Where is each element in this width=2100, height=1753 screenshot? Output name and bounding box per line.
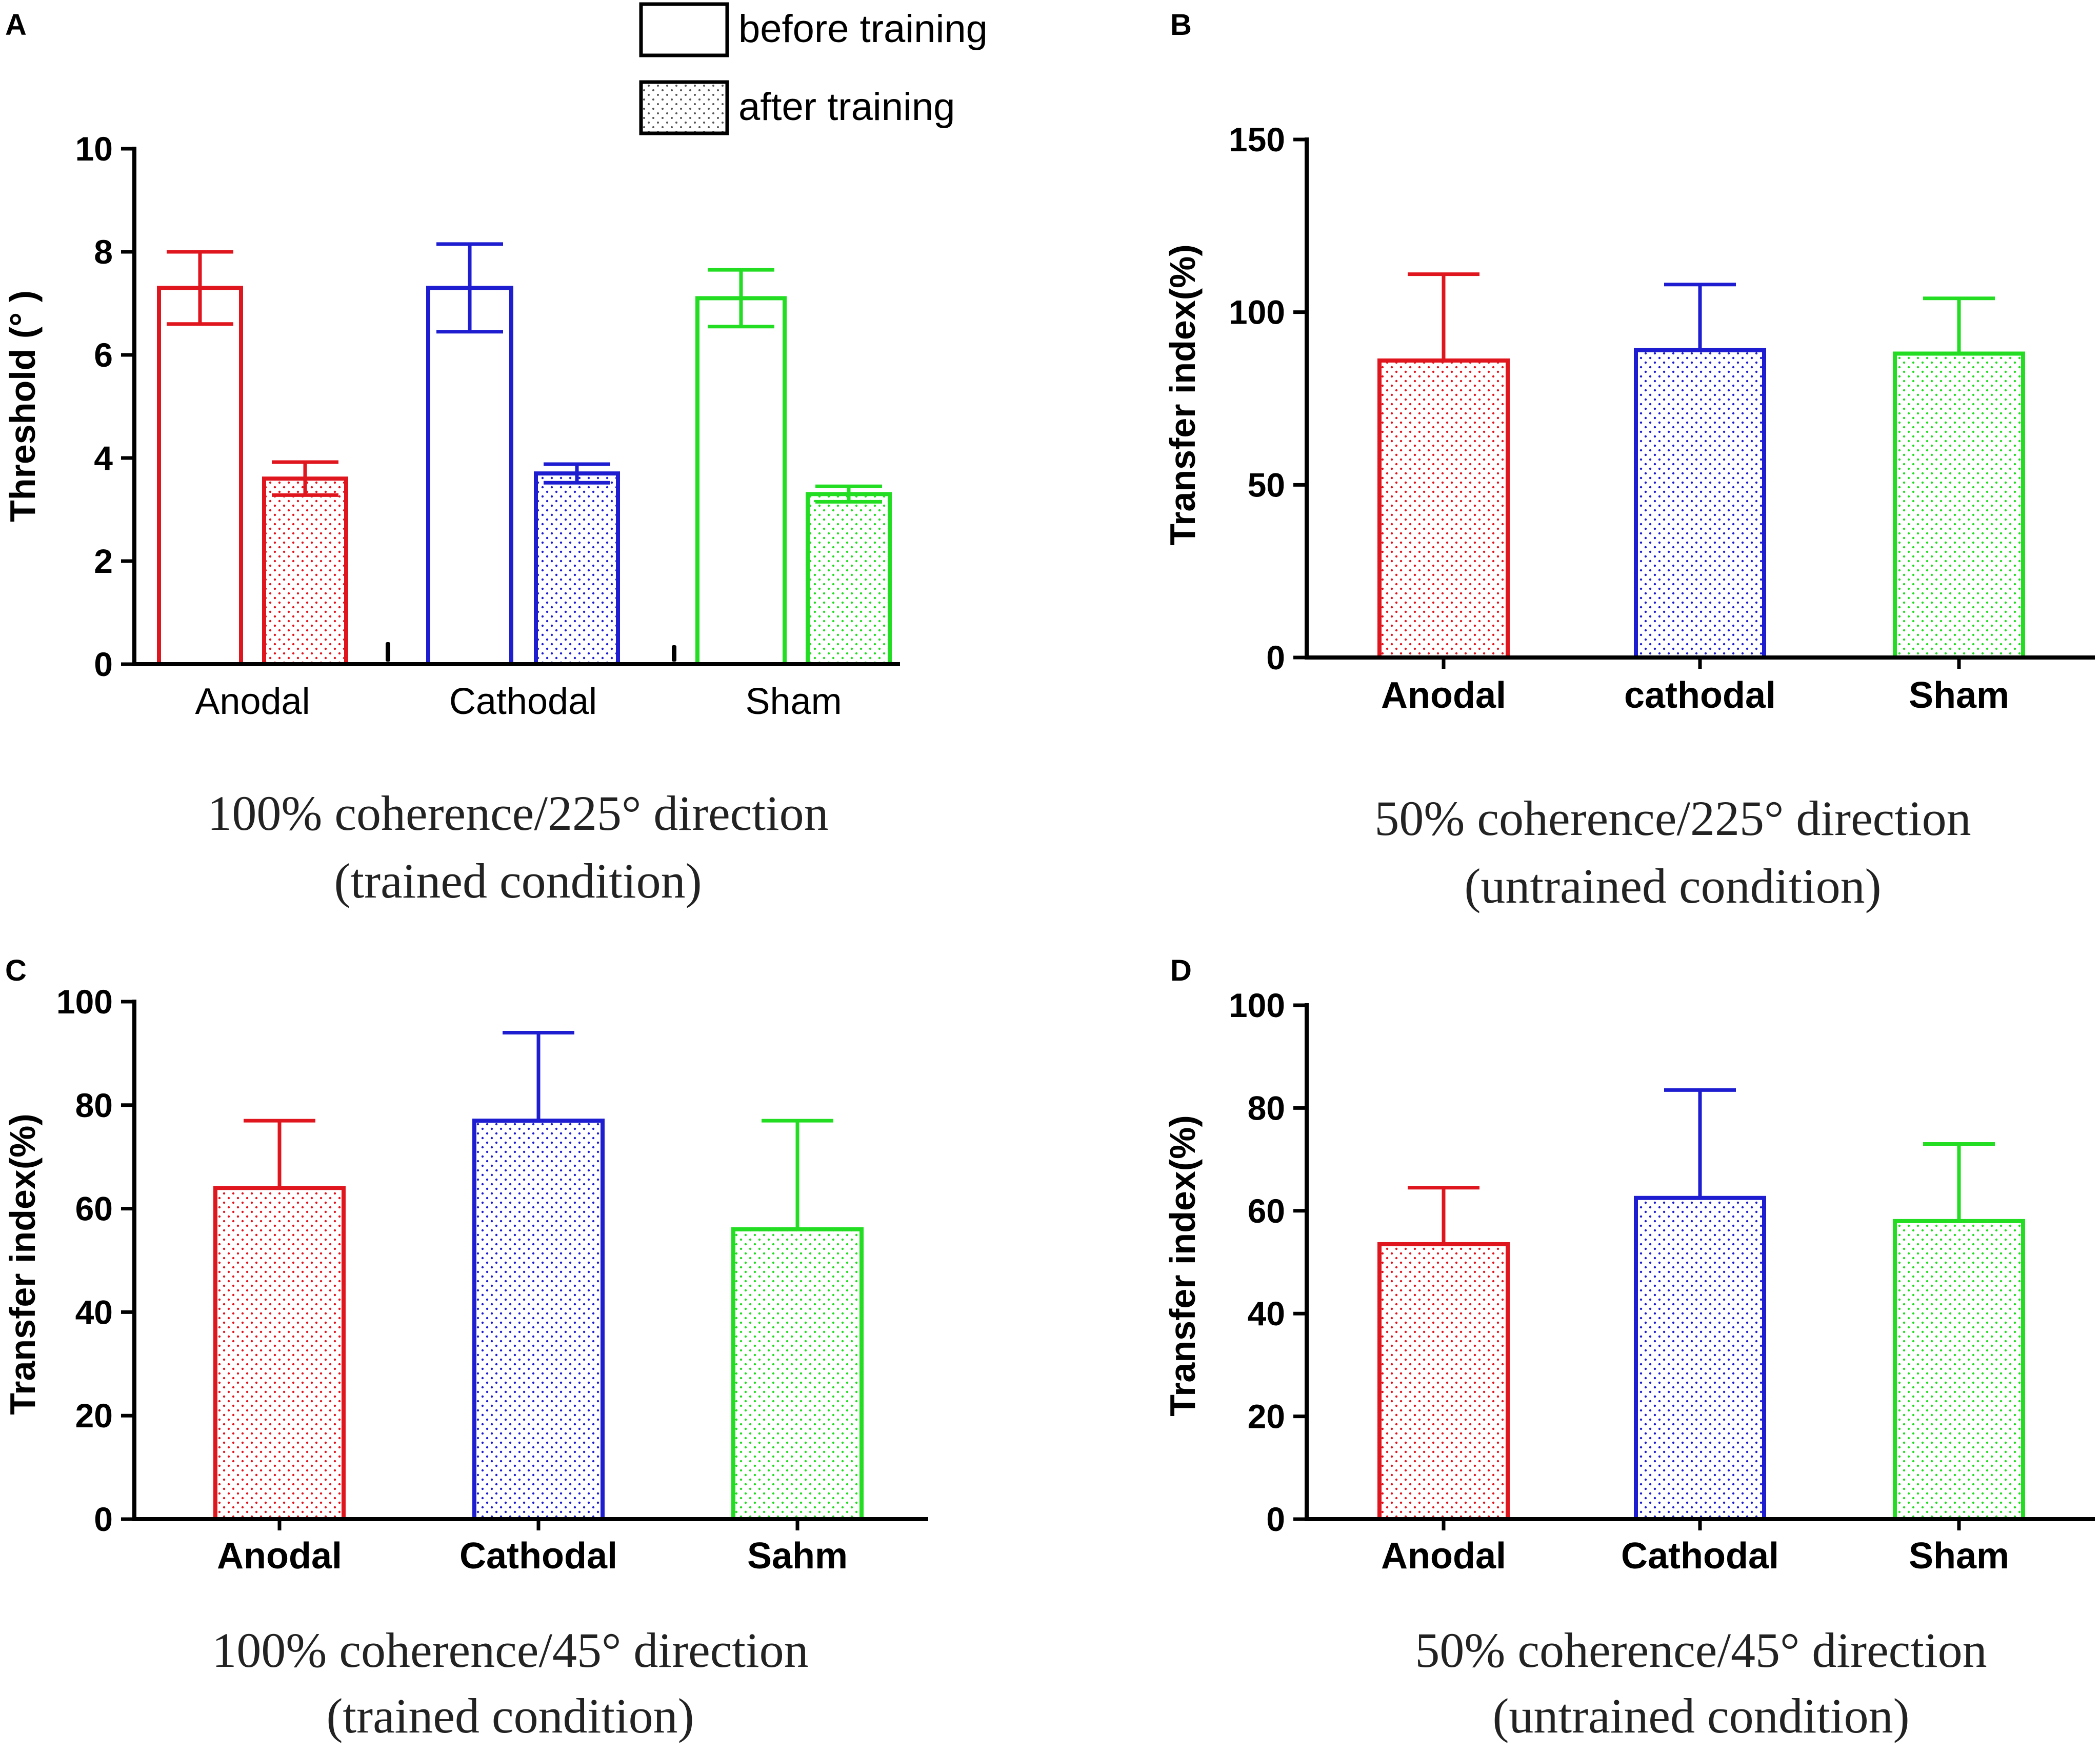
bar-after-training-cathodal	[534, 471, 620, 667]
bar-sham	[1893, 1219, 2025, 1522]
category-label-anodal: Anodal	[195, 681, 310, 722]
y-tick-label: 40	[1248, 1294, 1285, 1332]
y-axis-label: Threshold (° )	[3, 290, 43, 522]
y-tick-label: 8	[94, 233, 113, 271]
y-axis-ticks: 0 2 4 6 8 10	[75, 130, 134, 683]
y-tick-label: 20	[75, 1397, 113, 1435]
bar-sham	[731, 1227, 864, 1521]
y-axis-ticks: 0 20 40 60 80 100	[1229, 986, 1307, 1538]
caption-line-1: 50% coherence/45° direction	[1415, 1623, 1987, 1678]
panel-a: A 0 2 4 6 8 10 Anodal Cathodal Sham Threshold (…	[3, 2, 988, 908]
caption-line-2: (trained condition)	[326, 1688, 694, 1743]
bar-before-training-cathodal	[426, 286, 513, 666]
panel-d: D 0 20 40 60 80 100 Anodal Cathodal Sham Transf…	[1163, 954, 2095, 1743]
y-tick-label: 80	[1248, 1089, 1285, 1127]
category-label-anodal: Anodal	[1381, 1536, 1506, 1577]
y-tick-label: 20	[1248, 1398, 1285, 1436]
bar-marks	[157, 242, 892, 667]
y-axis-label: Transfer index(%)	[1163, 244, 1203, 545]
category-labels: Anodal Cathodal Sham	[195, 681, 842, 722]
axis-break-mark-1	[386, 642, 390, 662]
y-tick-label: 0	[1266, 639, 1285, 676]
caption-line-1: 50% coherence/225° direction	[1374, 791, 1971, 846]
y-axis-label: Transfer index(%)	[3, 1113, 43, 1415]
bar-cathodal	[1634, 1196, 1766, 1521]
caption-line-2: (untrained condition)	[1464, 859, 1881, 913]
panel-label-c: C	[5, 954, 27, 987]
category-label-cathodal: Cathodal	[449, 681, 597, 722]
legend-label-after: after training	[738, 85, 955, 129]
legend-label-before: before training	[738, 7, 988, 51]
category-label-cathodal: cathodal	[1624, 675, 1776, 716]
caption-line-1: 100% coherence/225° direction	[207, 786, 828, 841]
panel-label-a: A	[5, 8, 27, 42]
category-label-anodal: Anodal	[1381, 675, 1506, 716]
category-label-sham: Sham	[745, 681, 842, 722]
bar-after-training-sham	[806, 492, 892, 666]
category-label-sham: Sham	[1909, 675, 2009, 716]
y-tick-label: 0	[94, 1500, 113, 1538]
y-tick-label: 150	[1229, 121, 1285, 158]
category-labels: Anodal cathodal Sham	[1381, 675, 2009, 716]
bar-after-training-anodal	[262, 476, 348, 666]
y-axis-ticks: 0 20 40 60 80 100	[56, 983, 134, 1538]
y-tick-label: 0	[1266, 1500, 1285, 1538]
panel-label-b: B	[1170, 8, 1192, 42]
bar-anodal	[1377, 1242, 1510, 1521]
y-tick-label: 40	[75, 1293, 113, 1331]
bar-marks	[213, 1031, 864, 1530]
bar-before-training-sham	[695, 296, 787, 666]
y-axis-label: Transfer index(%)	[1163, 1115, 1203, 1416]
y-tick-label: 80	[75, 1086, 113, 1124]
y-tick-label: 6	[94, 336, 113, 374]
legend-swatch-before	[639, 2, 729, 57]
bar-marks	[1377, 1088, 2025, 1530]
caption-line-2: (untrained condition)	[1492, 1688, 1909, 1743]
category-label-anodal: Anodal	[217, 1536, 342, 1577]
category-labels: Anodal Cathodal Sahm	[217, 1536, 848, 1577]
y-tick-label: 4	[94, 439, 113, 477]
bar-cathodal	[1634, 348, 1766, 660]
panel-label-d: D	[1170, 954, 1192, 987]
y-tick-label: 2	[94, 542, 113, 580]
y-tick-label: 60	[1248, 1192, 1285, 1230]
y-tick-label: 50	[1248, 466, 1285, 504]
bar-anodal	[1377, 358, 1510, 660]
bar-before-training-anodal	[157, 286, 243, 666]
y-tick-label: 0	[94, 645, 113, 683]
bar-sham	[1893, 351, 2025, 660]
category-label-cathodal: Cathodal	[459, 1536, 617, 1577]
panel-b: B 0 50 100 150 Anodal cathodal Sham Transfer …	[1163, 8, 2095, 913]
category-label-cathodal: Cathodal	[1621, 1536, 1779, 1577]
bar-cathodal	[472, 1119, 605, 1522]
y-tick-label: 100	[56, 983, 113, 1021]
bar-anodal	[213, 1186, 346, 1521]
category-labels: Anodal Cathodal Sham	[1381, 1536, 2009, 1577]
legend-swatch-after	[639, 80, 729, 135]
caption-line-1: 100% coherence/45° direction	[212, 1623, 808, 1678]
category-label-sham: Sahm	[747, 1536, 848, 1577]
category-label-sham: Sham	[1909, 1536, 2009, 1577]
bar-marks	[1377, 272, 2025, 669]
legend: before training after training	[639, 2, 988, 135]
y-tick-label: 10	[75, 130, 113, 168]
axis-break-mark-2	[672, 645, 676, 662]
y-tick-label: 100	[1229, 293, 1285, 331]
panel-c: C 0 20 40 60 80 100 Anodal Cathodal Sahm Transf…	[3, 954, 928, 1743]
y-tick-label: 100	[1229, 986, 1285, 1024]
y-tick-label: 60	[75, 1190, 113, 1228]
caption-line-2: (trained condition)	[334, 853, 702, 908]
y-axis-ticks: 0 50 100 150	[1229, 121, 1307, 676]
